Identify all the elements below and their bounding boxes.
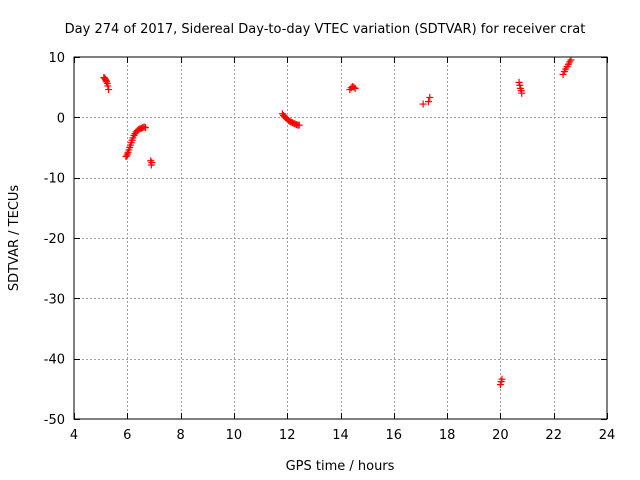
data-point: [147, 161, 155, 169]
x-tick-label: 20: [492, 428, 509, 443]
data-point: [515, 78, 523, 86]
grid: [74, 57, 607, 419]
x-tick-label: 4: [70, 428, 78, 443]
x-tick-label: 12: [279, 428, 296, 443]
data-point: [498, 375, 506, 383]
plot-frame: [73, 56, 608, 420]
y-tick-label: 10: [48, 51, 65, 66]
y-tick-label: -30: [44, 292, 65, 307]
x-axis-label: GPS time / hours: [286, 459, 395, 474]
tick-labels: 4 6 8 10 12 14 16 18 20 22 24 -50 -40 -30 -20 -10 0 10: [44, 51, 616, 443]
data-point: [295, 121, 303, 129]
x-tick-label: 22: [545, 428, 562, 443]
data-point: [518, 89, 526, 97]
x-tick-label: 14: [332, 428, 349, 443]
y-axis-label: SDTVAR / TECUs: [7, 185, 22, 292]
y-tick-label: -40: [44, 353, 65, 368]
data-point: [140, 123, 148, 131]
chart-title: Day 274 of 2017, Sidereal Day-to-day VTE…: [65, 22, 586, 37]
x-tick-label: 8: [176, 428, 184, 443]
data-point: [350, 83, 358, 91]
data-point: [567, 56, 575, 64]
data-point: [105, 86, 113, 94]
data-point: [104, 82, 112, 90]
data-point: [424, 98, 432, 106]
data-point: [141, 124, 149, 132]
data-point: [351, 84, 359, 92]
x-tick-label: 18: [439, 428, 456, 443]
x-tick-label: 24: [599, 428, 616, 443]
data-points: [100, 56, 575, 389]
y-tick-label: -20: [44, 232, 65, 247]
x-tick-label: 10: [226, 428, 243, 443]
data-point: [496, 381, 504, 389]
y-tick-label: 0: [57, 111, 65, 126]
x-tick-label: 6: [123, 428, 131, 443]
data-point: [559, 70, 567, 78]
x-tick-label: 16: [386, 428, 403, 443]
y-tick-label: -10: [44, 172, 65, 187]
y-tick-label: -50: [44, 413, 65, 428]
data-point: [419, 100, 427, 108]
data-point: [426, 93, 434, 101]
